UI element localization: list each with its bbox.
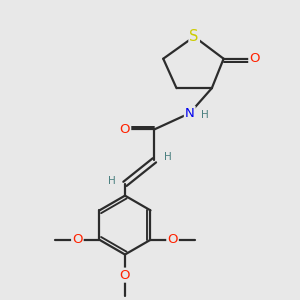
Text: O: O	[72, 233, 83, 246]
Text: S: S	[190, 29, 199, 44]
Text: H: H	[164, 152, 172, 162]
Text: N: N	[185, 107, 195, 120]
Text: O: O	[249, 52, 260, 65]
Text: O: O	[120, 123, 130, 136]
Text: O: O	[120, 268, 130, 282]
Text: O: O	[167, 233, 178, 246]
Text: H: H	[201, 110, 208, 120]
Text: H: H	[108, 176, 116, 186]
